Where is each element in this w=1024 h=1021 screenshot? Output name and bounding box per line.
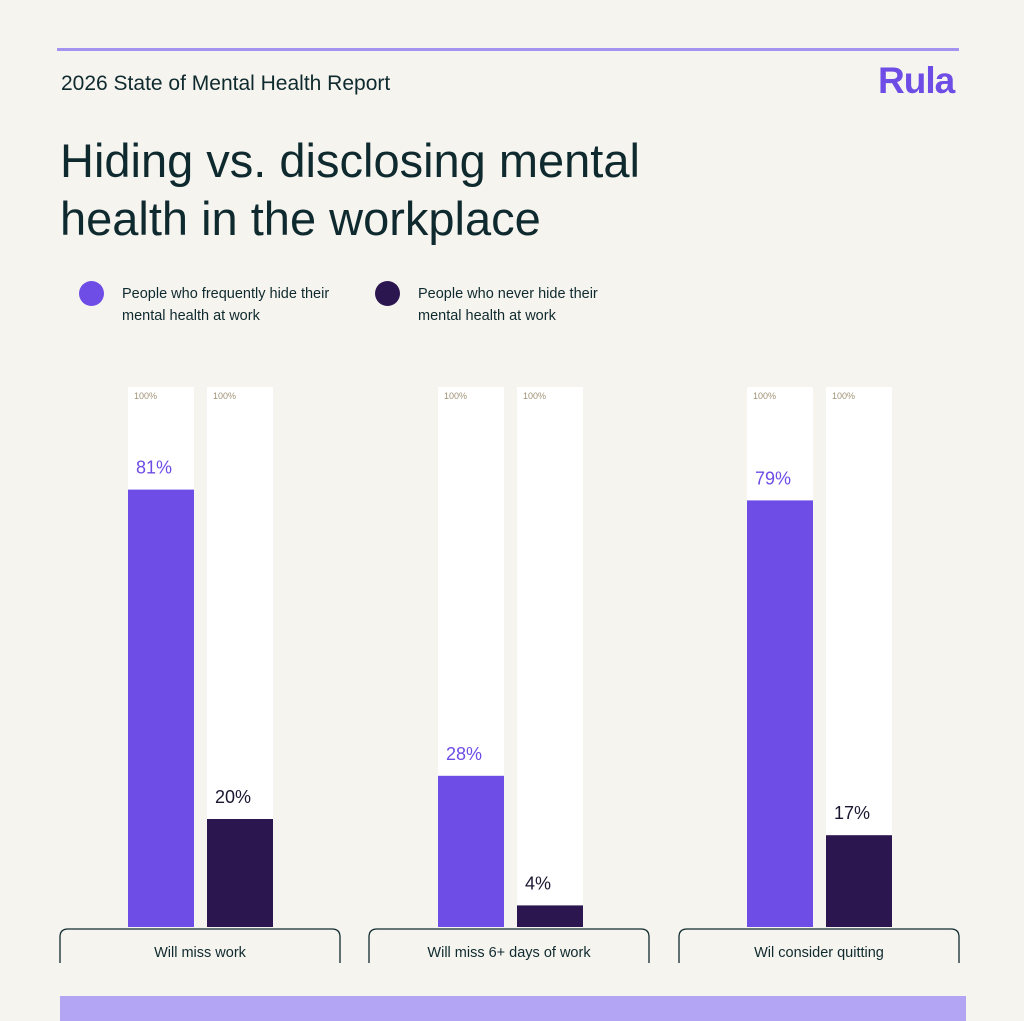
legend-swatch-hide	[79, 281, 104, 306]
legend-label-never: People who never hide their mental healt…	[418, 286, 598, 324]
bar-track	[517, 387, 583, 927]
legend-swatch-never	[375, 281, 400, 306]
data-bar	[128, 489, 194, 927]
bar-max-label: 100%	[213, 391, 236, 401]
category-label: Will miss work	[154, 945, 247, 961]
report-title: 2026 State of Mental Health Report	[61, 72, 391, 95]
bar-max-label: 100%	[832, 391, 855, 401]
rula-logo: Rula	[878, 60, 955, 101]
legend-label-hide: People who frequently hide their mental …	[122, 286, 330, 324]
bar-value-label: 28%	[446, 744, 482, 764]
category-label-box	[59, 928, 341, 963]
data-bar	[826, 835, 892, 927]
data-bar	[438, 775, 504, 927]
bar-value-label: 17%	[834, 803, 870, 823]
category-label-box	[368, 928, 650, 963]
legend-item-never: People who never hide their mental healt…	[375, 281, 668, 327]
bar-value-label: 20%	[215, 787, 251, 807]
bar-max-label: 100%	[753, 391, 776, 401]
top-accent-rule	[57, 48, 959, 51]
bar-value-label: 81%	[136, 458, 172, 478]
category-label: Will miss 6+ days of work	[427, 945, 591, 961]
bar-value-label: 79%	[755, 468, 791, 488]
bar-max-label: 100%	[134, 391, 157, 401]
data-bar	[517, 905, 583, 927]
page-headline: Hiding vs. disclosing mental health in t…	[60, 134, 640, 245]
bottom-accent-bar	[60, 996, 966, 1021]
category-label-box	[678, 928, 960, 963]
legend-item-hide: People who frequently hide their mental …	[79, 281, 372, 327]
data-bar	[207, 819, 273, 927]
bar-max-label: 100%	[523, 391, 546, 401]
bar-value-label: 4%	[525, 873, 551, 893]
data-bar	[747, 500, 813, 927]
category-label: Wil consider quitting	[754, 945, 884, 961]
bar-max-label: 100%	[444, 391, 467, 401]
